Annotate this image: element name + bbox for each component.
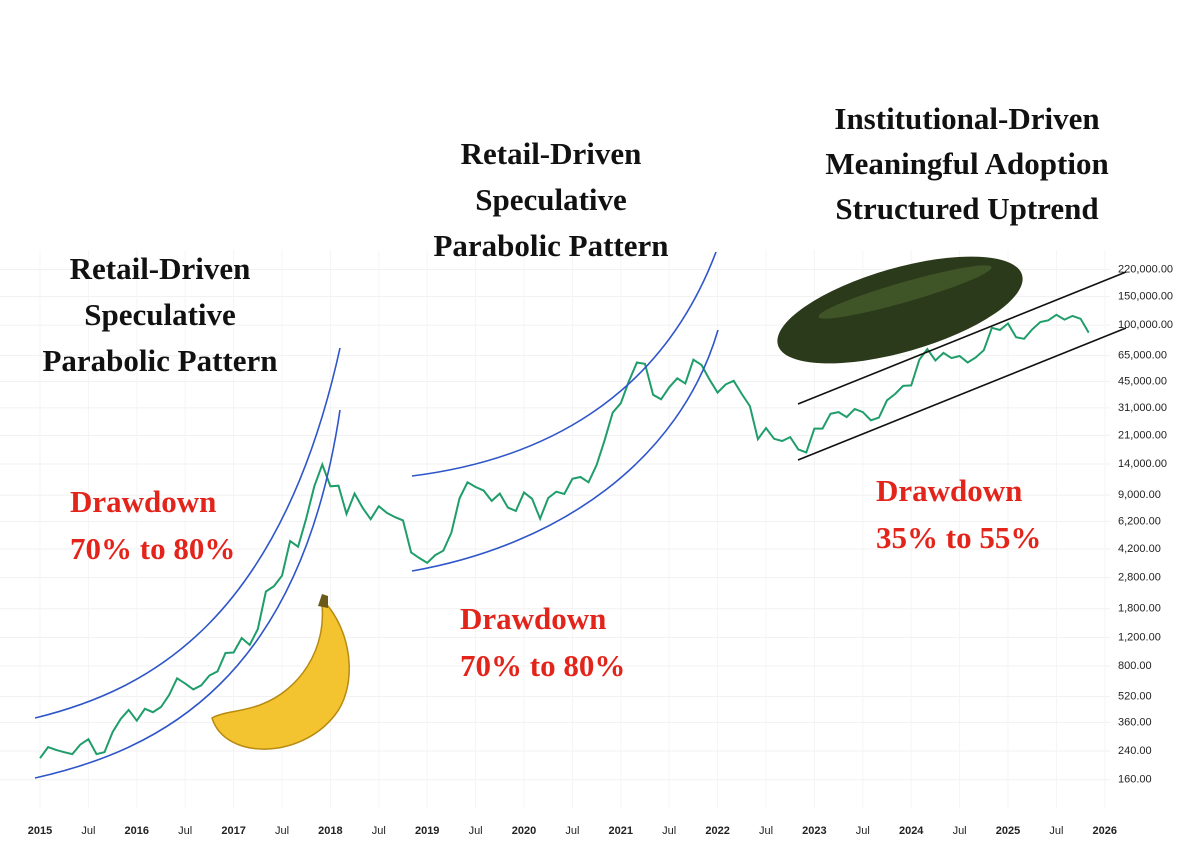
parabolic-curve <box>34 347 341 719</box>
x-tick-label: Jul <box>469 825 483 837</box>
x-tick-label: 2016 <box>125 825 149 837</box>
y-tick-label: 100,000.00 <box>1118 319 1173 331</box>
y-tick-label: 220,000.00 <box>1118 263 1173 275</box>
annotation: Parabolic Pattern <box>433 228 668 263</box>
channel-line <box>797 327 1127 461</box>
y-tick-label: 6,200.00 <box>1118 515 1161 527</box>
plot-area <box>39 313 1090 759</box>
y-tick-label: 360.00 <box>1118 716 1152 728</box>
banana <box>211 594 350 750</box>
y-tick-label: 240.00 <box>1118 745 1152 757</box>
x-tick-label: 2019 <box>415 825 439 837</box>
x-tick-label: Jul <box>275 825 289 837</box>
x-tick-label: Jul <box>178 825 192 837</box>
y-tick-label: 21,000.00 <box>1118 429 1167 441</box>
cucumber-shine <box>818 265 992 319</box>
y-tick-label: 800.00 <box>1118 660 1152 672</box>
annotation: 35% to 55% <box>876 520 1041 555</box>
y-tick-label: 1,200.00 <box>1118 631 1161 643</box>
price-line <box>39 313 1090 759</box>
y-tick-label: 14,000.00 <box>1118 458 1167 470</box>
trend-lines <box>34 251 1127 779</box>
x-tick-label: 2020 <box>512 825 536 837</box>
parabolic-curve <box>34 409 341 779</box>
channel-line <box>797 271 1127 405</box>
x-tick-label: 2023 <box>802 825 826 837</box>
x-tick-label: Jul <box>856 825 870 837</box>
annotation: Parabolic Pattern <box>42 343 277 378</box>
x-tick-label: 2017 <box>221 825 245 837</box>
annotation: Speculative <box>475 182 627 217</box>
y-tick-label: 45,000.00 <box>1118 375 1167 387</box>
annotation: Retail-Driven <box>70 251 251 286</box>
y-tick-label: 4,200.00 <box>1118 543 1161 555</box>
annotation: Institutional-Driven <box>834 101 1099 136</box>
annotations: Retail-Driven Speculative Parabolic Patter… <box>42 101 1108 683</box>
annotation: 70% to 80% <box>460 648 625 683</box>
x-tick-label: 2026 <box>1093 825 1117 837</box>
x-tick-label: Jul <box>759 825 773 837</box>
y-tick-label: 2,800.00 <box>1118 572 1161 584</box>
annotation: Drawdown <box>70 484 216 519</box>
annotation: Meaningful Adoption <box>825 146 1108 181</box>
y-tick-label: 65,000.00 <box>1118 349 1167 361</box>
x-tick-label: 2021 <box>609 825 633 837</box>
x-tick-label: Jul <box>662 825 676 837</box>
y-tick-label: 160.00 <box>1118 774 1152 786</box>
x-tick-label: 2015 <box>28 825 52 837</box>
x-tick-label: 2018 <box>318 825 342 837</box>
y-tick-label: 520.00 <box>1118 690 1152 702</box>
annotation: 70% to 80% <box>70 531 235 566</box>
banana-stem <box>318 594 328 608</box>
x-tick-label: 2024 <box>899 825 924 837</box>
x-tick-label: Jul <box>1049 825 1063 837</box>
parabolic-curve <box>411 251 717 477</box>
annotation: Speculative <box>84 297 236 332</box>
y-tick-label: 1,800.00 <box>1118 603 1161 615</box>
y-tick-label: 150,000.00 <box>1118 290 1173 302</box>
y-tick-label: 9,000.00 <box>1118 489 1161 501</box>
x-tick-label: 2025 <box>996 825 1020 837</box>
x-tick-label: Jul <box>81 825 95 837</box>
axes: 160.00 240.00 360.00 520.00 800.00 1,200.00 1,… <box>28 263 1173 836</box>
annotation: Structured Uptrend <box>835 191 1098 226</box>
annotation: Retail-Driven <box>461 136 642 171</box>
parabolic-curve <box>411 329 719 572</box>
annotation: Drawdown <box>460 601 606 636</box>
x-tick-label: 2022 <box>705 825 729 837</box>
x-tick-label: Jul <box>372 825 386 837</box>
cucumber <box>777 256 1023 364</box>
y-tick-label: 31,000.00 <box>1118 402 1167 414</box>
banana-body <box>211 602 350 750</box>
x-tick-label: Jul <box>953 825 967 837</box>
annotation: Drawdown <box>876 473 1022 508</box>
x-tick-label: Jul <box>565 825 579 837</box>
